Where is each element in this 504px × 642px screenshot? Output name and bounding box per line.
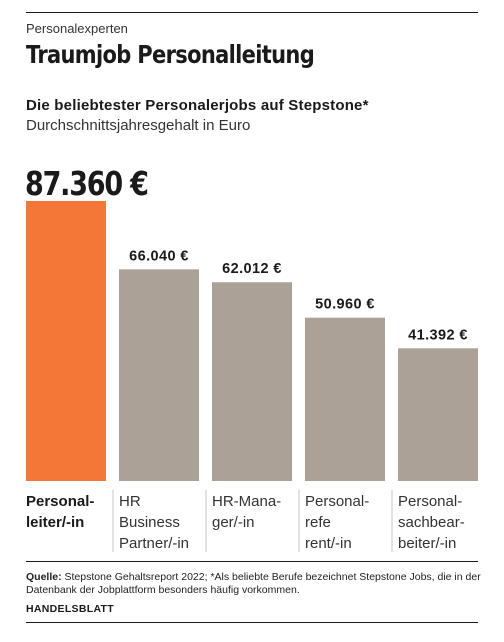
chart-subtitle: Die beliebtester Personalerjobs auf Step…: [26, 97, 369, 114]
category-label-0: Personal-leiter/-in: [26, 493, 94, 531]
category-label-1: HR Business Partner/-in: [119, 493, 189, 552]
category-line: HR: [119, 493, 141, 510]
category-label-3: Personal-refe rent/-in: [305, 493, 369, 552]
category-line: Personal-: [26, 493, 94, 510]
value-label-0: 87.360 €: [25, 165, 148, 203]
category-line: Personal-: [305, 493, 369, 510]
bar-0: [26, 201, 106, 481]
category-label-2: HR-Mana-ger/-in: [212, 493, 281, 531]
kicker: Personalexperten: [26, 21, 128, 36]
bar-1: [119, 269, 199, 481]
chart-title: Traumjob Personalleitung: [26, 40, 315, 69]
category-line: leiter/-in: [26, 514, 84, 531]
brand-logo: HANDELSBLATT: [26, 603, 114, 615]
bar-4: [398, 348, 478, 481]
source-label: Quelle:: [26, 571, 62, 583]
chart-unit: Durchschnittsjahresgehalt in Euro: [26, 117, 251, 134]
value-label-1: 66.040 €: [129, 248, 189, 264]
category-line: beiter/-in: [398, 535, 456, 552]
bar-2: [212, 282, 292, 481]
category-line: sachbear-: [398, 514, 465, 531]
value-label-2: 62.012 €: [222, 261, 282, 277]
bar-3: [305, 317, 385, 481]
top-rule: [26, 12, 478, 13]
value-label-3: 50.960 €: [315, 297, 375, 313]
bottom-rule: [26, 622, 478, 623]
category-line: ger/-in: [212, 514, 255, 531]
category-label-4: Personal-sachbear-beiter/-in: [398, 493, 465, 552]
category-line: rent/-in: [305, 535, 352, 552]
category-line: Personal-: [398, 493, 462, 510]
source-text: Stepstone Gehaltsreport 2022; *Als belie…: [26, 571, 481, 596]
category-line: Business: [119, 514, 180, 531]
value-label-4: 41.392 €: [408, 327, 468, 343]
category-line: refe: [305, 514, 331, 531]
category-line: HR-Mana-: [212, 493, 281, 510]
category-line: Partner/-in: [119, 535, 189, 552]
source-note: Quelle: Stepstone Gehaltsreport 2022; *A…: [26, 571, 486, 597]
chart-bottom-rule: [26, 561, 478, 562]
bar-chart: 87.360 € Personal-leiter/-in 66.040 € HR Bus…: [25, 165, 478, 552]
